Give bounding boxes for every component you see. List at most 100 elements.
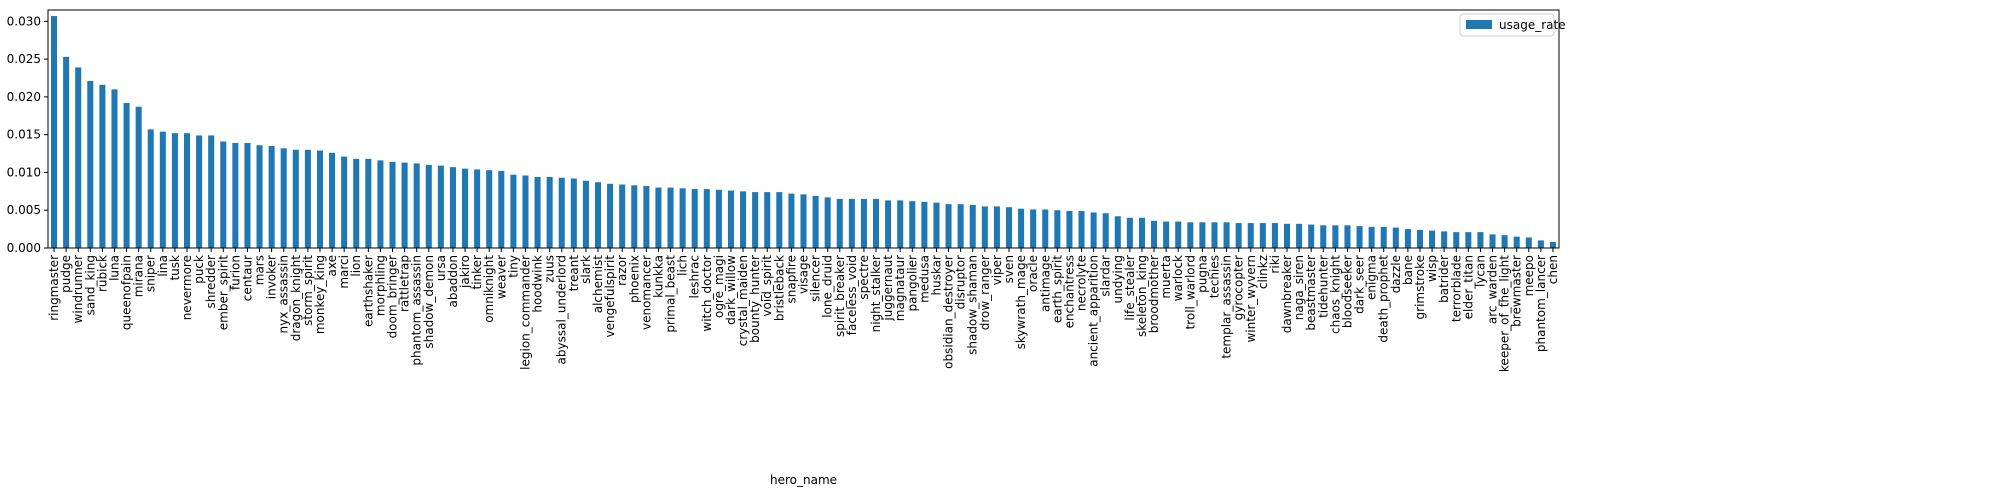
x-tick-label: ringmaster — [47, 255, 61, 321]
x-tick-label: templar_assassin — [1220, 255, 1234, 359]
bar-witch_doctor — [703, 189, 710, 248]
y-tick-label: 0.005 — [7, 203, 41, 217]
bar-ember_spirit — [220, 141, 227, 248]
bar-tusk — [171, 133, 178, 248]
bar-tiny — [510, 174, 517, 248]
x-tick-label: life_stealer — [1123, 255, 1137, 321]
bar-centaur — [244, 142, 251, 248]
bar-silencer — [812, 195, 819, 248]
bar-disruptor — [957, 204, 964, 248]
x-tick-label: night_stalker — [869, 255, 883, 332]
x-tick-label: faceless_void — [845, 255, 859, 335]
x-tick-label: ogre_magi — [712, 255, 726, 318]
x-tick-label: shadow_shaman — [966, 255, 980, 355]
bar-sniper — [147, 129, 154, 248]
x-tick-label: bristleback — [772, 255, 786, 321]
x-tick-label: lion — [349, 255, 363, 277]
x-tick-label: elder_titan — [1461, 255, 1475, 319]
x-tick-label: skeleton_king — [1135, 255, 1149, 337]
x-tick-label: chen — [1546, 255, 1560, 284]
legend-swatch — [1466, 20, 1492, 29]
y-tick-label: 0.030 — [7, 14, 41, 28]
bar-tidehunter — [1320, 225, 1327, 248]
x-tick-label: tiny — [506, 255, 520, 278]
x-tick-label: magnataur — [893, 255, 907, 321]
x-tick-label: storm_spirit — [301, 255, 315, 326]
bar-techies — [1211, 222, 1218, 248]
bar-rubick — [99, 84, 106, 248]
x-tick-label: meepo — [1522, 255, 1536, 296]
x-tick-label: windrunner — [71, 255, 85, 324]
x-tick-label: dazzle — [1389, 255, 1403, 293]
x-tick-label: sand_king — [83, 255, 97, 315]
bar-faceless_void — [848, 198, 855, 248]
bar-shredder — [208, 135, 215, 248]
bar-warlock — [1175, 221, 1182, 248]
bar-bane — [1404, 229, 1411, 248]
legend-label: usage_rate — [1499, 18, 1566, 32]
bar-batrider — [1441, 231, 1448, 248]
x-tick-label: luna — [107, 255, 121, 281]
x-tick-label: silencer — [809, 255, 823, 302]
x-tick-label: vengefulspirit — [603, 255, 617, 338]
bar-beastmaster — [1308, 224, 1315, 248]
bar-enchantress — [1066, 210, 1073, 248]
x-tick-label: dragon_knight — [289, 255, 303, 342]
bar-night_stalker — [873, 198, 880, 248]
x-tick-label: centaur — [240, 255, 254, 301]
x-tick-label: undying — [1111, 255, 1125, 304]
x-tick-label: phantom_assassin — [410, 255, 424, 366]
bar-jakiro — [462, 168, 469, 248]
x-tick-label: hoodwink — [531, 255, 545, 313]
x-tick-label: crystal_maiden — [736, 255, 750, 346]
x-tick-label: lycan — [1473, 255, 1487, 287]
bar-arc_warden — [1489, 234, 1496, 248]
bar-lone_druid — [824, 197, 831, 248]
x-tick-label: axe — [325, 255, 339, 276]
bar-doom_bringer — [389, 161, 396, 248]
x-tick-label: pangolier — [905, 255, 919, 312]
legend: usage_rate — [1459, 13, 1566, 37]
x-tick-label: lone_druid — [821, 255, 835, 318]
x-tick-label: furion — [228, 255, 242, 290]
bar-treant — [570, 178, 577, 248]
x-tick-label: weaver — [494, 255, 508, 299]
x-tick-label: phantom_lancer — [1534, 255, 1548, 352]
bar-drow_ranger — [981, 206, 988, 248]
bar-kunkka — [655, 187, 662, 248]
bar-muerta — [1163, 221, 1170, 248]
bar-lina — [159, 131, 166, 248]
x-tick-label: earth_spirit — [1050, 255, 1064, 323]
x-tick-label: naga_siren — [1292, 255, 1306, 320]
x-tick-label: gyrocopter — [1232, 255, 1246, 320]
x-tick-label: visage — [797, 255, 811, 294]
x-tick-label: rattletrap — [398, 255, 412, 312]
bar-terrorblade — [1453, 232, 1460, 248]
x-tick-label: tidehunter — [1316, 255, 1330, 318]
x-tick-label: broodmother — [1147, 255, 1161, 333]
x-tick-label: brewmaster — [1510, 255, 1524, 327]
bar-razor — [619, 184, 626, 248]
bar-brewmaster — [1513, 236, 1520, 248]
x-tick-label: antimage — [1038, 255, 1052, 312]
bar-axe — [329, 152, 336, 248]
bar-grimstroke — [1416, 229, 1424, 248]
bar-undying — [1114, 216, 1121, 248]
x-tick-label: puck — [192, 255, 206, 284]
bar-bloodseeker — [1344, 225, 1351, 248]
x-tick-label: riki — [1268, 255, 1282, 274]
bar-naga_siren — [1296, 223, 1303, 248]
x-tick-label: obsidian_destroyer — [942, 255, 956, 369]
bar-medusa — [921, 201, 928, 248]
x-tick-label: clinkz — [1256, 255, 1270, 289]
bar-puck — [196, 135, 203, 248]
x-tick-label: batrider — [1437, 255, 1451, 303]
bar-oracle — [1030, 209, 1037, 248]
bar-troll_warlord — [1187, 222, 1194, 248]
x-tick-label: dark_seer — [1353, 255, 1367, 314]
x-tick-label: slardar — [1099, 255, 1113, 297]
axes-frame — [47, 9, 1560, 249]
y-tick-label: 0.010 — [7, 165, 41, 179]
bar-invoker — [268, 146, 275, 248]
x-tick-label: nyx_assassin — [277, 255, 291, 333]
